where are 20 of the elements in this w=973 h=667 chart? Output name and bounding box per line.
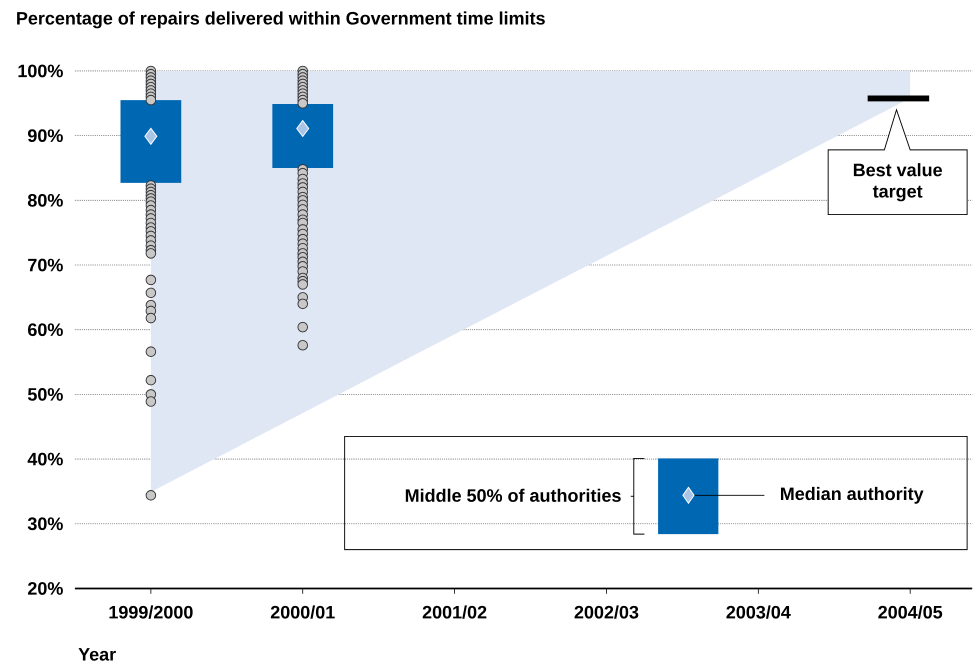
x-tick-label: 2002/03 xyxy=(574,606,638,619)
x-tick-label: 2000/01 xyxy=(270,606,335,619)
annotation: Best value target xyxy=(854,163,942,202)
annotation: Median authority xyxy=(780,487,924,504)
text: Middle 50% of authorities xyxy=(406,488,621,502)
y-tick-label: 80% xyxy=(28,194,63,207)
y-tick-label: 100% xyxy=(18,64,63,78)
chart-title: Percentage of repairs delivered within Government time limits xyxy=(17,12,545,28)
y-tick-label: 30% xyxy=(28,518,63,530)
y-tick-label: 20% xyxy=(28,582,63,595)
x-axis-title: Year xyxy=(78,648,116,661)
y-tick-label: 50% xyxy=(28,388,63,401)
y-tick-label: 60% xyxy=(28,323,63,336)
x-tick-label: 1999/2000 xyxy=(109,606,193,619)
y-tick-label: 40% xyxy=(28,452,63,466)
x-tick-label: 2004/05 xyxy=(878,606,942,619)
y-tick-label: 90% xyxy=(28,129,63,142)
x-tick-label: 2001/02 xyxy=(422,606,486,619)
x-tick-label: 2003/04 xyxy=(726,606,791,619)
y-tick-label: 70% xyxy=(28,258,63,272)
